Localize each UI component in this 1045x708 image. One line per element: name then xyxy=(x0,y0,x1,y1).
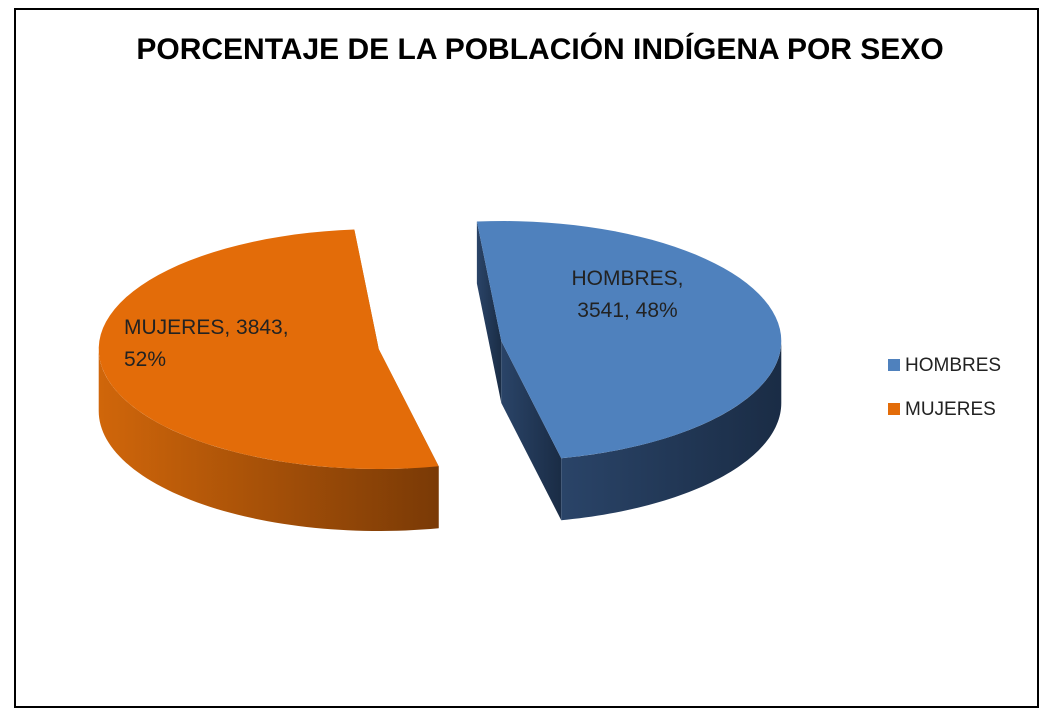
legend-swatch xyxy=(888,359,900,371)
slice-side xyxy=(476,221,502,403)
data-label: HOMBRES, 3541, 48% xyxy=(571,267,684,322)
data-label: MUJERES, 3843, 52% xyxy=(124,316,289,371)
slice-side xyxy=(98,349,439,532)
slice-side xyxy=(501,340,562,521)
chart-title: PORCENTAJE DE LA POBLACIÓN INDÍGENA POR … xyxy=(136,33,944,66)
pie-slice xyxy=(98,229,439,470)
legend-label: MUJERES xyxy=(905,399,996,420)
slice-side xyxy=(561,340,782,521)
pie-slice xyxy=(476,220,782,459)
legend-label: HOMBRES xyxy=(905,355,1002,376)
legend-swatch xyxy=(888,403,900,415)
chart xyxy=(98,220,900,532)
